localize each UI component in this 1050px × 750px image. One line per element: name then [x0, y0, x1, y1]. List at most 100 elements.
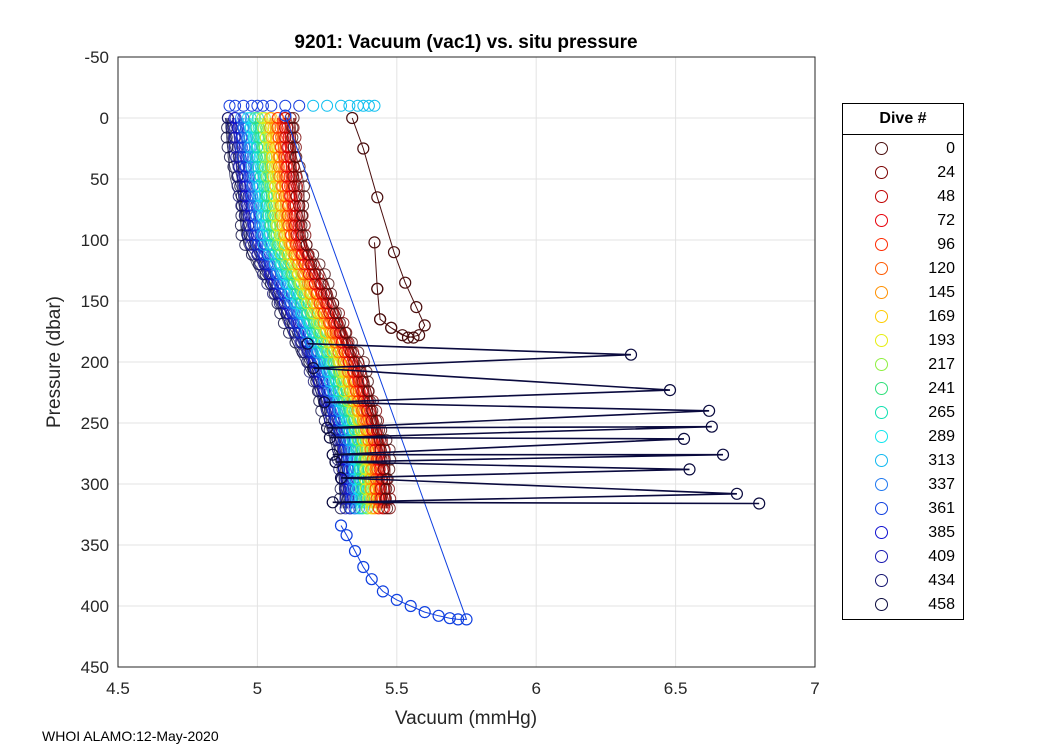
- profile-point: [356, 404, 369, 417]
- legend-marker-icon: [875, 502, 888, 515]
- surface-marker: [223, 99, 236, 112]
- y-tick-label: 0: [100, 109, 109, 128]
- profile-point: [241, 112, 254, 124]
- legend-entry: 120: [843, 258, 963, 282]
- y-tick-label: -50: [84, 48, 109, 67]
- legend-entry: 313: [843, 450, 963, 474]
- profile-point: [288, 180, 301, 193]
- legend-entry: 361: [843, 498, 963, 522]
- legend-marker-icon: [875, 550, 888, 563]
- series-layer: [279, 109, 766, 626]
- legend-entry: 385: [843, 522, 963, 546]
- profile-point: [345, 336, 358, 349]
- legend-label: 458: [928, 596, 955, 613]
- series-point-458: [307, 362, 320, 375]
- legend-label: 217: [928, 356, 955, 373]
- series-point-0: [387, 246, 401, 259]
- profile-line: [248, 117, 360, 509]
- series-point-361: [348, 544, 362, 558]
- series-point-0: [374, 313, 387, 326]
- legend-marker-icon: [875, 166, 888, 179]
- legend-marker-icon: [875, 286, 888, 299]
- y-tick-label: 400: [81, 597, 109, 616]
- surface-marker: [279, 99, 292, 112]
- series-point-0: [418, 319, 431, 332]
- surface-marker: [307, 99, 320, 112]
- legend-marker-icon: [875, 430, 888, 443]
- profile-point: [221, 141, 234, 154]
- legend-label: 48: [937, 188, 955, 205]
- series-point-0: [368, 236, 381, 249]
- series-point-0: [399, 276, 412, 289]
- profile-point: [307, 248, 320, 261]
- series-point-361: [443, 612, 456, 625]
- profile-point: [257, 121, 270, 134]
- series-point-458: [753, 497, 766, 510]
- legend-entry: 0: [843, 138, 963, 162]
- profile-point: [333, 317, 346, 329]
- profile-point: [295, 219, 308, 232]
- profile-point: [296, 170, 309, 183]
- legend-entry: 48: [843, 186, 963, 210]
- legend-marker-icon: [875, 190, 888, 203]
- legend-entry: 217: [843, 354, 963, 378]
- legend-marker-icon: [875, 262, 888, 275]
- surface-marker: [251, 99, 264, 112]
- series-point-361: [279, 109, 292, 122]
- legend-marker-icon: [875, 526, 888, 539]
- y-tick-label: 250: [81, 414, 109, 433]
- legend: Dive # 0 24 48 72 96 120 145 169 193 217 241 265 289…: [842, 103, 964, 620]
- profile-point: [313, 258, 326, 271]
- legend-entry: 337: [843, 474, 963, 498]
- series-point-458: [326, 448, 339, 461]
- y-axis-label: Pressure (dbar): [44, 296, 65, 428]
- legend-entry: 72: [843, 210, 963, 234]
- profile-point: [266, 170, 279, 183]
- profile-point: [271, 112, 284, 124]
- legend-label: 24: [937, 164, 955, 181]
- profile-point: [339, 326, 352, 339]
- legend-marker-icon: [875, 214, 888, 227]
- profile-point: [298, 190, 311, 203]
- legend-label: 434: [928, 572, 955, 589]
- profile-point: [289, 199, 302, 212]
- profile-point: [248, 112, 261, 124]
- legend-entry: 265: [843, 402, 963, 426]
- series-line-361: [284, 115, 468, 620]
- series-point-458: [323, 431, 336, 444]
- legend-entry: 96: [843, 234, 963, 258]
- legend-marker-icon: [875, 238, 888, 251]
- legend-marker-icon: [875, 334, 888, 347]
- series-point-458: [318, 396, 331, 409]
- legend-entry: 241: [843, 378, 963, 402]
- legend-marker-icon: [875, 358, 888, 371]
- series-point-361: [452, 613, 465, 626]
- x-tick-label: 6: [531, 679, 540, 698]
- series-point-458: [301, 337, 314, 350]
- series-point-0: [371, 282, 384, 295]
- series-point-458: [716, 448, 730, 461]
- legend-label: 193: [928, 332, 955, 349]
- profile-point: [264, 121, 277, 134]
- series-point-361: [334, 519, 348, 532]
- legend-marker-icon: [875, 382, 888, 395]
- series-point-458: [683, 463, 696, 476]
- series-point-458: [677, 432, 691, 445]
- profile-point: [268, 209, 281, 222]
- series-point-458: [702, 404, 716, 417]
- legend-entry: 145: [843, 282, 963, 306]
- legend-marker-icon: [875, 574, 888, 587]
- series-point-361: [390, 593, 403, 607]
- series-point-361: [460, 613, 473, 626]
- series-point-0: [410, 301, 423, 314]
- series-point-0: [401, 331, 415, 344]
- footer-credit: WHOI ALAMO:12-May-2020: [42, 728, 219, 744]
- series-line-458: [307, 342, 760, 505]
- y-tick-label: 350: [81, 536, 109, 555]
- series-point-361: [404, 599, 417, 613]
- profile-point: [287, 112, 300, 124]
- series-point-0: [346, 111, 359, 125]
- profile-point: [253, 199, 266, 212]
- series-point-458: [663, 384, 677, 397]
